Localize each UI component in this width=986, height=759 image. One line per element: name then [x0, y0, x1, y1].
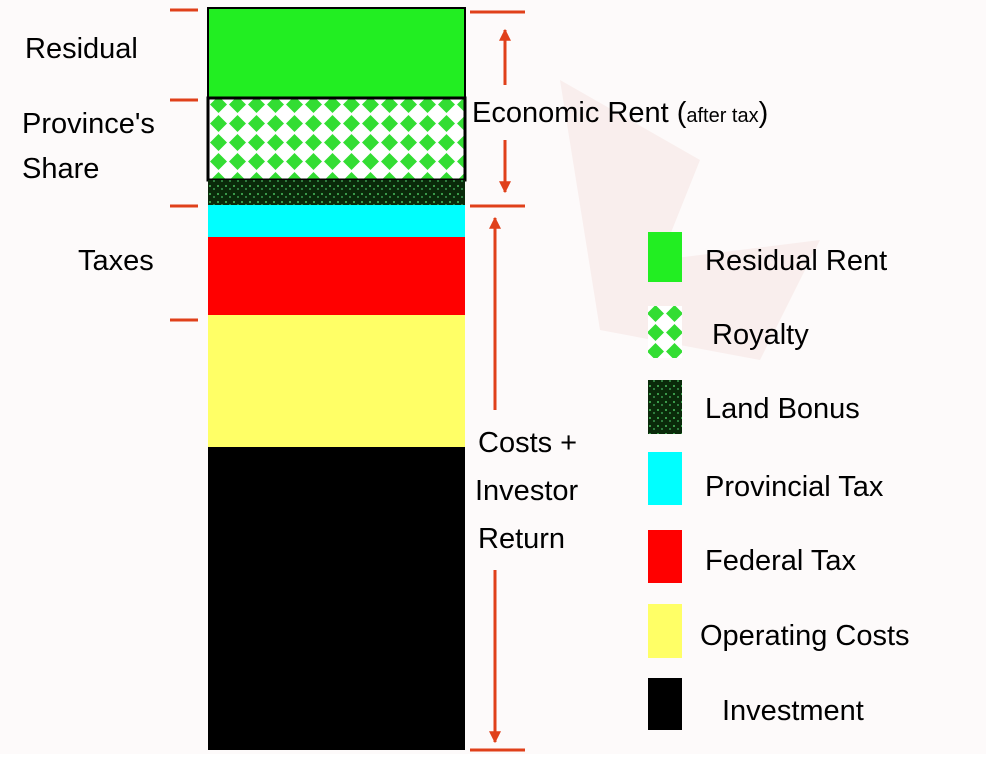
text: Economic Rent ( — [472, 97, 687, 129]
legend-label: Operating Costs — [700, 620, 910, 652]
residual-segment — [208, 8, 465, 98]
label: Province's — [22, 108, 155, 140]
legend-label: Investment — [722, 695, 864, 727]
legend-swatch — [648, 380, 682, 434]
investment-segment — [208, 447, 465, 750]
legend-label: Royalty — [712, 319, 809, 351]
stacked-bar — [208, 8, 465, 750]
label: Investor — [475, 475, 578, 507]
legend-label: Federal Tax — [705, 545, 856, 577]
legend-swatch — [648, 452, 682, 505]
legend-swatch — [648, 530, 682, 583]
text: after tax — [686, 105, 758, 127]
label: Residual — [25, 33, 138, 65]
legend-label: Provincial Tax — [705, 471, 884, 503]
label: Taxes — [78, 245, 154, 277]
legend-swatch — [648, 306, 682, 358]
federal-tax-segment — [208, 237, 465, 315]
operating-costs-segment — [208, 315, 465, 447]
legend-swatch — [648, 604, 682, 658]
label: Return — [478, 523, 565, 555]
legend-label: Residual Rent — [705, 245, 887, 277]
legend-swatch — [648, 232, 682, 282]
legend-label: Land Bonus — [705, 393, 860, 425]
label: Share — [22, 153, 99, 185]
legend-swatch — [648, 678, 682, 730]
provincial-tax-segment — [208, 205, 465, 237]
label: Costs + — [478, 427, 577, 459]
diagram: Residual Province's Share Taxes Economic… — [0, 0, 986, 754]
text: ) — [759, 97, 769, 129]
royalty-segment — [208, 98, 465, 180]
land-bonus-segment — [208, 180, 465, 205]
